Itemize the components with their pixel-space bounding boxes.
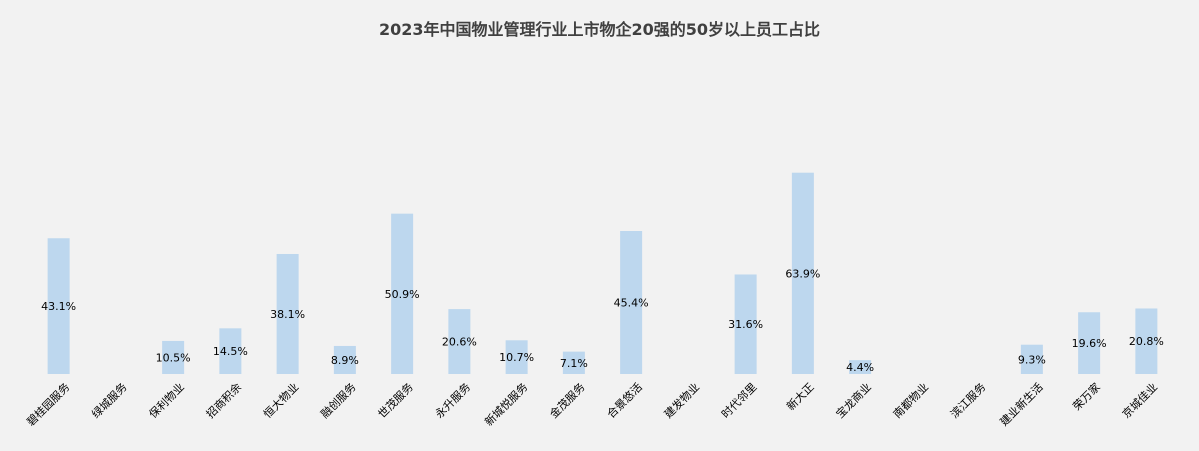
data-label-世茂服务: 50.9% <box>385 288 420 301</box>
x-tick-label-新大正: 新大正 <box>783 380 816 413</box>
bar-时代邻里 <box>734 274 757 374</box>
x-tick-label-荣万家: 荣万家 <box>1070 380 1103 413</box>
data-label-合景悠活: 45.4% <box>614 296 649 309</box>
x-tick-label-保利物业: 保利物业 <box>146 380 187 421</box>
bar-保利物业 <box>162 340 185 374</box>
x-tick-label-融创服务: 融创服务 <box>318 381 358 421</box>
data-label-永升服务: 20.6% <box>442 336 477 349</box>
bar-荣万家 <box>1078 312 1101 374</box>
data-label-融创服务: 8.9% <box>331 354 359 367</box>
bar-融创服务 <box>333 345 356 374</box>
data-label-建业新生活: 9.3% <box>1018 353 1046 366</box>
bar-世茂服务 <box>391 213 414 374</box>
x-tick-label-合景悠活: 合景悠活 <box>604 380 645 421</box>
x-tick-label-世茂服务: 世茂服务 <box>375 380 416 421</box>
chart-title: 2023年中国物业管理行业上市物企20强的50岁以上员工占比 <box>378 20 821 39</box>
x-tick-label-建发物业: 建发物业 <box>661 380 702 421</box>
x-tick-label-金茂服务: 金茂服务 <box>547 380 588 421</box>
x-tick-label-滨江服务: 滨江服务 <box>947 380 988 421</box>
bar-金茂服务 <box>562 351 585 374</box>
x-tick-label-绿城服务: 绿城服务 <box>89 380 130 421</box>
x-tick-label-时代邻里: 时代邻里 <box>719 381 759 421</box>
data-label-时代邻里: 31.6% <box>728 318 763 331</box>
data-label-京城佳业: 20.8% <box>1129 335 1164 348</box>
data-label-保利物业: 10.5% <box>156 351 191 364</box>
bar-永升服务 <box>448 309 471 374</box>
data-label-荣万家: 19.6% <box>1072 337 1107 350</box>
x-tick-label-南都物业: 南都物业 <box>890 380 931 421</box>
bar-新城悦服务 <box>505 340 528 374</box>
x-tick-label-永升服务: 永升服务 <box>432 380 473 421</box>
x-tick-label-碧桂园服务: 碧桂园服务 <box>24 380 73 429</box>
x-tick-label-宝龙商业: 宝龙商业 <box>833 380 874 421</box>
data-label-宝龙商业: 4.4% <box>846 361 874 374</box>
x-tick-label-京城佳业: 京城佳业 <box>1119 380 1160 421</box>
bar-碧桂园服务 <box>47 238 70 374</box>
bar-建业新生活 <box>1020 344 1043 374</box>
data-label-碧桂园服务: 43.1% <box>41 300 76 313</box>
bar-恒大物业 <box>276 253 299 374</box>
x-tick-label-新城悦服务: 新城悦服务 <box>482 380 531 429</box>
data-label-招商积余: 14.5% <box>213 345 248 358</box>
data-label-恒大物业: 38.1% <box>270 308 305 321</box>
bar-宝龙商业 <box>849 360 872 374</box>
x-tick-label-恒大物业: 恒大物业 <box>260 380 301 421</box>
bar-合景悠活 <box>620 230 643 374</box>
bar-京城佳业 <box>1135 308 1158 374</box>
data-label-新城悦服务: 10.7% <box>499 351 534 364</box>
x-tick-label-招商积余: 招商积余 <box>203 380 244 421</box>
bar-招商积余 <box>219 328 242 374</box>
bar-新大正 <box>791 172 814 374</box>
data-label-金茂服务: 7.1% <box>560 357 588 370</box>
x-tick-label-建业新生活: 建业新生活 <box>997 380 1046 429</box>
data-label-新大正: 63.9% <box>785 267 820 280</box>
